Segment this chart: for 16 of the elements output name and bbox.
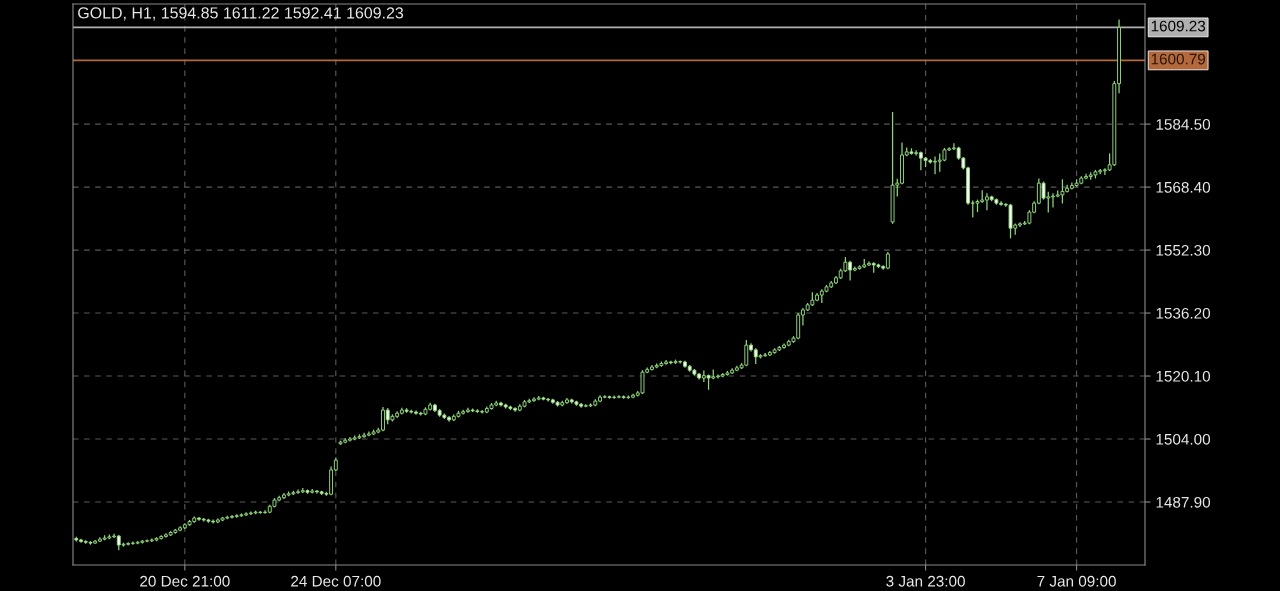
y-tick-label: 1552.30	[1156, 244, 1211, 256]
x-tick-label: 20 Dec 21:00	[140, 575, 230, 587]
candlestick	[1008, 203, 1013, 239]
x-tick-label: 3 Jan 23:00	[886, 575, 965, 587]
chart-title: GOLD, H1, 1594.85 1611.22 1592.41 1609.23	[78, 7, 404, 21]
y-tick-label: 1520.10	[1156, 370, 1211, 382]
y-tick-label: 1568.40	[1156, 181, 1211, 193]
y-tick-label: 1487.90	[1156, 496, 1211, 508]
ref-line-label: 1609.23	[1151, 20, 1206, 32]
ref-line-label: 1600.79	[1151, 53, 1206, 65]
y-tick-label: 1536.20	[1156, 307, 1211, 319]
candlestick	[1060, 178, 1065, 205]
y-tick-label: 1584.50	[1156, 118, 1211, 130]
x-tick-label: 7 Jan 09:00	[1037, 575, 1116, 587]
x-tick-label: 24 Dec 07:00	[291, 575, 381, 587]
y-tick-label: 1504.00	[1156, 433, 1211, 445]
